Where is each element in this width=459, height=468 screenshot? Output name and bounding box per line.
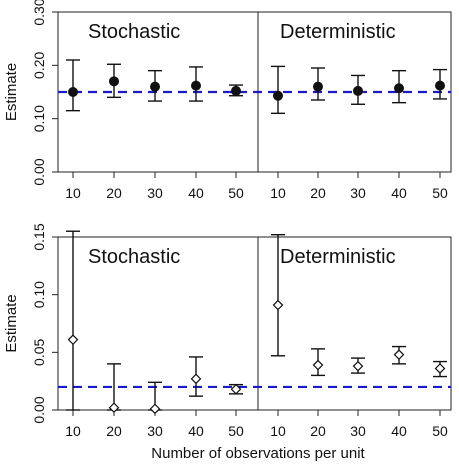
data-point — [435, 80, 445, 91]
x-axis-title: Number of observations per unit — [151, 445, 365, 462]
y-tick-label: 0.00 — [31, 158, 47, 185]
x-tick-label: 30 — [147, 185, 163, 201]
data-point — [353, 85, 363, 96]
x-tick-label: 40 — [188, 185, 204, 201]
x-tick-label: 10 — [270, 423, 286, 439]
group-label: Stochastic — [88, 246, 180, 268]
data-point — [230, 383, 242, 395]
bottom-panel: 0.00 0.05 0.10 0.15 Estimate Stochastic 10 20 30… — [3, 223, 452, 439]
data-point — [273, 90, 283, 101]
data-point — [434, 363, 446, 374]
x-tick-label: 50 — [432, 423, 448, 439]
data-point — [394, 83, 404, 94]
x-tick-label: 50 — [228, 423, 244, 439]
data-point — [352, 360, 364, 372]
x-tick-label: 20 — [106, 185, 122, 201]
y-axis-title: Estimate — [3, 63, 20, 121]
data-point — [149, 403, 161, 415]
x-tick-label: 30 — [147, 423, 163, 439]
data-point — [190, 373, 202, 385]
y-tick-label: 0.05 — [31, 338, 47, 365]
x-tick-label: 20 — [310, 423, 326, 439]
data-point — [150, 81, 160, 92]
y-tick-label: 0.20 — [31, 51, 47, 78]
x-tick-label: 30 — [350, 185, 366, 201]
data-point — [272, 299, 284, 311]
y-tick-label: 0.10 — [31, 281, 47, 308]
x-tick-label: 50 — [432, 185, 448, 201]
plot-frame — [57, 236, 452, 411]
x-tick-label: 20 — [310, 185, 326, 201]
data-point — [108, 402, 120, 414]
data-point — [67, 334, 79, 345]
data-point — [191, 80, 201, 91]
y-tick-label: 0.30 — [31, 0, 47, 26]
y-tick-label: 0.00 — [31, 396, 47, 423]
x-tick-label: 40 — [188, 423, 204, 439]
data-point — [312, 359, 324, 371]
x-tick-label: 10 — [270, 185, 286, 201]
y-tick-label: 0.10 — [31, 105, 47, 132]
data-point — [393, 349, 405, 360]
data-point — [313, 81, 323, 92]
top-panel: 0.00 0.10 0.20 0.30 Estimate Stochastic 10 20 30… — [3, 0, 452, 201]
data-point — [68, 87, 78, 97]
y-axis-title: Estimate — [3, 294, 20, 352]
x-tick-label: 10 — [65, 185, 81, 201]
x-tick-label: 10 — [65, 423, 81, 439]
x-tick-label: 50 — [228, 185, 244, 201]
group-label: Deterministic — [280, 21, 396, 43]
x-tick-label: 40 — [391, 185, 407, 201]
data-point — [109, 76, 119, 87]
group-label: Deterministic — [280, 246, 396, 268]
x-tick-label: 40 — [391, 423, 407, 439]
y-tick-label: 0.15 — [31, 223, 47, 250]
data-point — [231, 85, 241, 96]
x-tick-label: 20 — [106, 423, 122, 439]
group-label: Stochastic — [88, 21, 180, 43]
x-tick-label: 30 — [350, 423, 366, 439]
